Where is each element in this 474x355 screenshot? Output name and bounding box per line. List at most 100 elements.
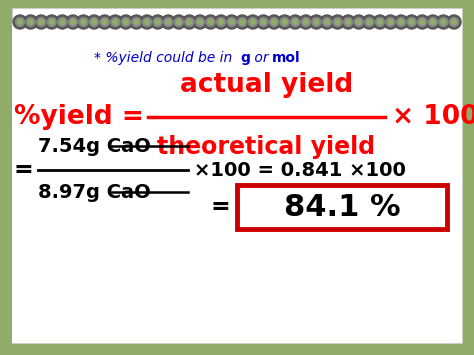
Circle shape — [49, 20, 54, 24]
Circle shape — [354, 17, 363, 27]
Circle shape — [217, 17, 226, 27]
Circle shape — [91, 20, 97, 24]
Circle shape — [195, 17, 204, 27]
Circle shape — [155, 20, 160, 24]
Circle shape — [68, 17, 77, 27]
Bar — [237, 185, 447, 229]
Circle shape — [13, 15, 27, 29]
Circle shape — [407, 17, 416, 27]
Circle shape — [312, 17, 321, 27]
Circle shape — [79, 17, 88, 27]
Circle shape — [164, 17, 173, 27]
Circle shape — [145, 20, 149, 24]
Circle shape — [203, 15, 218, 29]
Circle shape — [98, 15, 112, 29]
Circle shape — [140, 15, 154, 29]
Circle shape — [325, 20, 329, 24]
Text: 8.97g CaO: 8.97g CaO — [38, 182, 151, 202]
Circle shape — [132, 17, 141, 27]
Text: 7.54g CaO: 7.54g CaO — [38, 137, 151, 155]
Circle shape — [341, 15, 355, 29]
Circle shape — [428, 17, 438, 27]
Circle shape — [299, 15, 313, 29]
Circle shape — [386, 17, 395, 27]
Circle shape — [123, 20, 128, 24]
Circle shape — [272, 20, 276, 24]
Circle shape — [352, 15, 366, 29]
Circle shape — [430, 20, 435, 24]
Circle shape — [182, 15, 196, 29]
Circle shape — [452, 20, 456, 24]
Text: ×100 = 0.841 ×100: ×100 = 0.841 ×100 — [194, 160, 406, 180]
Circle shape — [172, 15, 186, 29]
Circle shape — [225, 15, 239, 29]
Circle shape — [248, 17, 257, 27]
Circle shape — [18, 20, 22, 24]
Circle shape — [143, 17, 152, 27]
Circle shape — [60, 20, 65, 24]
Circle shape — [238, 17, 247, 27]
Circle shape — [250, 20, 255, 24]
Circle shape — [36, 17, 46, 27]
Circle shape — [71, 20, 75, 24]
Circle shape — [330, 15, 345, 29]
Circle shape — [166, 20, 171, 24]
Circle shape — [34, 15, 48, 29]
Circle shape — [39, 20, 44, 24]
Circle shape — [261, 20, 266, 24]
Circle shape — [367, 20, 372, 24]
Circle shape — [90, 17, 99, 27]
Circle shape — [151, 15, 164, 29]
Circle shape — [28, 20, 33, 24]
Circle shape — [206, 17, 215, 27]
Circle shape — [280, 17, 289, 27]
Circle shape — [375, 17, 384, 27]
Text: * %yield could be in: * %yield could be in — [94, 51, 237, 65]
Circle shape — [415, 15, 429, 29]
Text: theoretical yield: theoretical yield — [157, 135, 375, 159]
Circle shape — [153, 17, 162, 27]
Circle shape — [356, 20, 361, 24]
Circle shape — [449, 17, 458, 27]
Circle shape — [383, 15, 398, 29]
Circle shape — [108, 15, 122, 29]
Circle shape — [246, 15, 260, 29]
Circle shape — [259, 17, 268, 27]
Text: %yield =: %yield = — [14, 104, 144, 130]
Circle shape — [320, 15, 334, 29]
Circle shape — [439, 17, 448, 27]
Circle shape — [409, 20, 414, 24]
Circle shape — [388, 20, 393, 24]
Circle shape — [24, 15, 37, 29]
Circle shape — [335, 20, 340, 24]
Circle shape — [291, 17, 300, 27]
Text: =: = — [210, 195, 230, 219]
Text: actual yield: actual yield — [180, 72, 353, 98]
Circle shape — [185, 17, 194, 27]
Circle shape — [87, 15, 101, 29]
Circle shape — [373, 15, 387, 29]
Circle shape — [102, 20, 107, 24]
Circle shape — [129, 15, 144, 29]
Circle shape — [365, 17, 374, 27]
Circle shape — [420, 20, 425, 24]
Circle shape — [187, 20, 192, 24]
Circle shape — [418, 17, 427, 27]
Circle shape — [314, 20, 319, 24]
Circle shape — [214, 15, 228, 29]
Circle shape — [256, 15, 271, 29]
Circle shape — [278, 15, 292, 29]
Circle shape — [176, 20, 181, 24]
Circle shape — [219, 20, 224, 24]
Circle shape — [81, 20, 86, 24]
Text: × 100: × 100 — [392, 104, 474, 130]
Text: 84.1 %: 84.1 % — [283, 192, 401, 222]
Circle shape — [377, 20, 383, 24]
Circle shape — [161, 15, 175, 29]
Circle shape — [310, 15, 323, 29]
Circle shape — [397, 17, 406, 27]
Circle shape — [441, 20, 446, 24]
Circle shape — [437, 15, 450, 29]
Circle shape — [100, 17, 109, 27]
Circle shape — [282, 20, 287, 24]
